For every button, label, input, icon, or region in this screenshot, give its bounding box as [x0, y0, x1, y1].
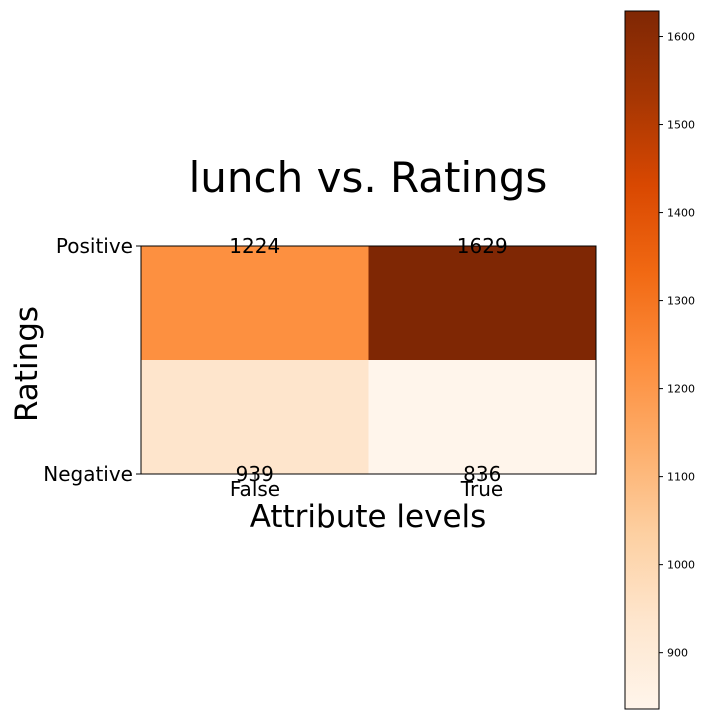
colorbar-tick-label: 900	[667, 647, 688, 660]
cell-value-label: 1629	[457, 234, 508, 258]
y-tick-label-positive: Positive	[56, 234, 133, 258]
colorbar-tick-label: 1100	[667, 471, 695, 484]
x-tick-label-true: True	[460, 477, 503, 501]
colorbar-tick-label: 1500	[667, 119, 695, 132]
colorbar-tick-label: 1000	[667, 559, 695, 572]
y-axis-label: Ratings	[9, 306, 45, 422]
heatmap-cell-positive-true	[368, 246, 596, 360]
y-tick-label-negative: Negative	[43, 462, 133, 486]
plot-frame	[140, 245, 597, 475]
colorbar-tick-label: 1400	[667, 207, 695, 220]
colorbar-ticks: 900 1000 1100 1200 1300 1400 1500 1600	[659, 31, 695, 660]
heatmap-cell-positive-false	[141, 246, 369, 360]
heatmap-cell-negative-false	[141, 360, 369, 474]
cell-value-label: 1224	[229, 234, 280, 258]
colorbar-tick-label: 1600	[667, 31, 695, 44]
colorbar-tick-label: 1200	[667, 383, 695, 396]
chart-title: lunch vs. Ratings	[189, 153, 548, 202]
heatmap-cells	[141, 246, 596, 474]
colorbar-gradient	[624, 10, 660, 710]
heatmap-cell-negative-true	[368, 360, 596, 474]
y-axis: Positive Negative Ratings	[9, 234, 141, 486]
x-axis-label: Attribute levels	[250, 499, 487, 535]
colorbar: 900 1000 1100 1200 1300 1400 1500 1600	[624, 10, 695, 710]
x-axis: False True Attribute levels	[230, 474, 503, 535]
x-tick-label-false: False	[230, 477, 280, 501]
colorbar-tick-label: 1300	[667, 295, 695, 308]
